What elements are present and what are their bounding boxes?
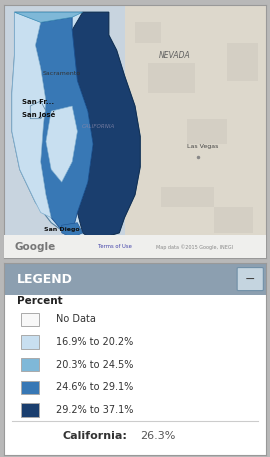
Bar <box>161 187 214 207</box>
Text: −: − <box>245 272 255 286</box>
Polygon shape <box>124 5 266 258</box>
Polygon shape <box>72 12 140 240</box>
Bar <box>4 263 266 295</box>
Bar <box>187 119 227 144</box>
Polygon shape <box>35 17 93 233</box>
Polygon shape <box>46 106 77 182</box>
Bar <box>21 313 39 326</box>
FancyBboxPatch shape <box>237 268 263 291</box>
Polygon shape <box>12 12 140 240</box>
Polygon shape <box>30 101 46 119</box>
Text: San Diego: San Diego <box>44 227 79 232</box>
Text: 29.2% to 37.1%: 29.2% to 37.1% <box>56 405 134 415</box>
Polygon shape <box>62 223 83 238</box>
Bar <box>21 335 39 349</box>
Text: CALIFORNIA: CALIFORNIA <box>82 124 115 129</box>
Bar <box>135 22 161 43</box>
Text: Las Vegas: Las Vegas <box>187 144 219 149</box>
Text: Google: Google <box>15 242 56 252</box>
Text: NEVADA: NEVADA <box>158 51 190 60</box>
Text: Sacramento: Sacramento <box>43 70 81 75</box>
Text: San Fr...: San Fr... <box>22 99 55 105</box>
Text: 26.3%: 26.3% <box>140 430 176 441</box>
Text: LEGEND: LEGEND <box>17 272 73 286</box>
Text: California:: California: <box>62 430 127 441</box>
Bar <box>214 207 253 233</box>
Bar <box>21 403 39 417</box>
Text: San José: San José <box>22 112 56 118</box>
Polygon shape <box>12 12 51 218</box>
Bar <box>21 381 39 394</box>
Text: No Data: No Data <box>56 314 96 324</box>
Polygon shape <box>15 12 83 22</box>
Bar <box>21 358 39 372</box>
Text: 20.3% to 24.5%: 20.3% to 24.5% <box>56 360 134 370</box>
Text: 24.6% to 29.1%: 24.6% to 29.1% <box>56 383 134 393</box>
Bar <box>227 43 258 81</box>
Bar <box>148 63 195 93</box>
Bar <box>4 235 266 258</box>
Text: Terms of Use: Terms of Use <box>98 244 132 249</box>
Text: Percent: Percent <box>17 296 63 306</box>
Text: 16.9% to 20.2%: 16.9% to 20.2% <box>56 337 134 347</box>
Text: Map data ©2015 Google, INEGI: Map data ©2015 Google, INEGI <box>156 244 233 250</box>
